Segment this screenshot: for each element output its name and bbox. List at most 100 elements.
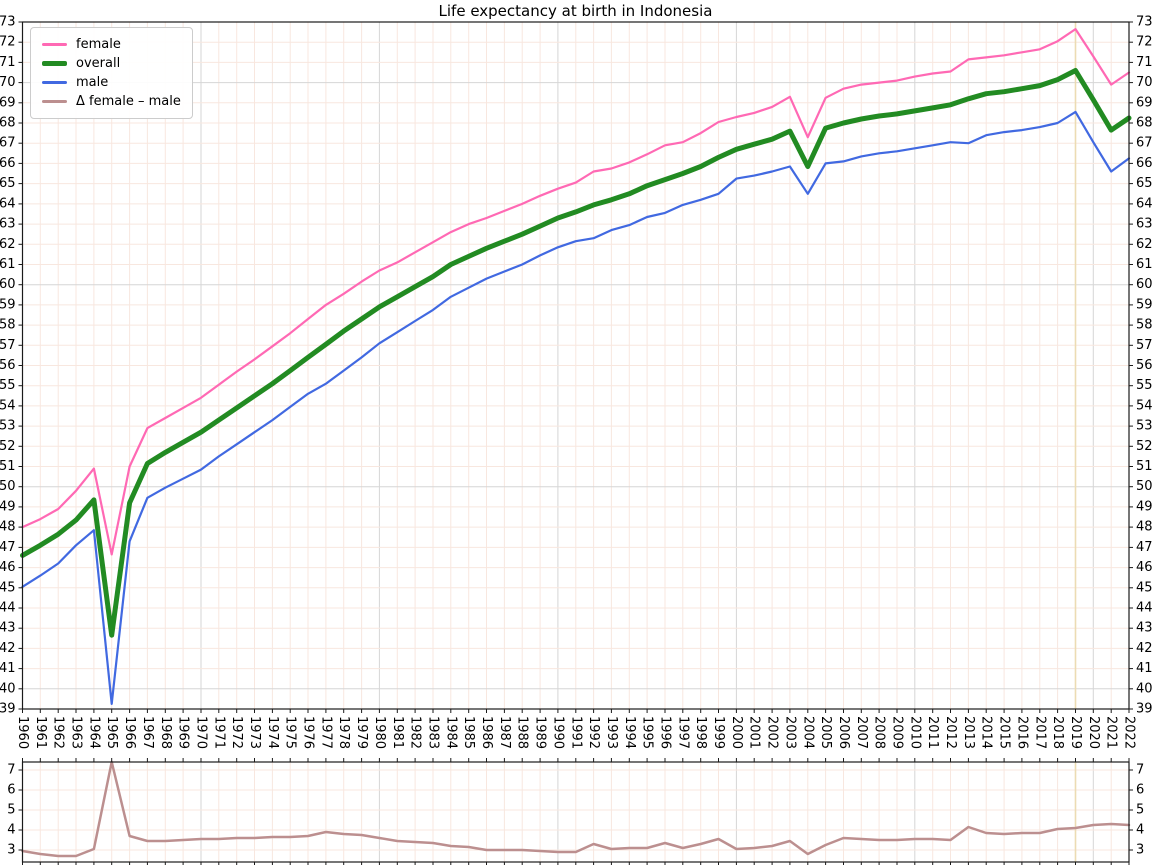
axis-ticks [18, 21, 1133, 865]
y-tick-label-right: 46 [1136, 560, 1153, 575]
y-tick-label-left: 41 [0, 661, 16, 676]
y-tick-label-right: 49 [1136, 499, 1153, 514]
x-tick-label: 2005 [818, 716, 833, 749]
delta-y-tick-label-right: 5 [1136, 803, 1144, 818]
x-tick-label: 1980 [372, 716, 387, 749]
female-line [21, 28, 1131, 556]
y-tick-label-right: 57 [1136, 338, 1153, 353]
y-tick-label-right: 73 [1136, 15, 1153, 30]
x-tick-label: 1983 [425, 716, 440, 749]
male-line [21, 110, 1131, 706]
x-tick-label: 1977 [318, 716, 333, 749]
y-tick-label-left: 45 [0, 580, 16, 595]
legend: female overall male Δ female – male [30, 27, 193, 119]
x-tick-label: 2000 [729, 716, 744, 749]
x-tick-label: 1974 [265, 716, 280, 749]
delta-y-tick-label-right: 6 [1136, 783, 1144, 798]
x-tick-label: 2007 [854, 716, 869, 749]
x-tick-label: 1989 [533, 716, 548, 749]
delta-female-male-line [21, 760, 1131, 858]
y-tick-label-left: 40 [0, 681, 16, 696]
y-tick-label-right: 65 [1136, 176, 1153, 191]
y-tick-label-left: 54 [0, 398, 16, 413]
y-tick-label-right: 40 [1136, 681, 1153, 696]
x-tick-label: 2011 [925, 716, 940, 749]
y-tick-label-right: 48 [1136, 520, 1153, 535]
y-tick-label-right: 47 [1136, 540, 1153, 555]
x-tick-label: 1963 [69, 716, 84, 749]
data-series [20, 28, 1132, 706]
legend-item: overall [42, 54, 181, 73]
gridlines [22, 21, 1130, 710]
y-tick-label-right: 68 [1136, 116, 1153, 131]
female-swatch [42, 43, 67, 46]
y-tick-label-left: 47 [0, 540, 16, 555]
y-tick-label-right: 59 [1136, 297, 1153, 312]
x-tick-label: 1967 [140, 716, 155, 749]
overall-line [20, 68, 1132, 638]
delta-y-tick-label-right: 7 [1136, 763, 1144, 778]
delta-y-tick-label-left: 5 [7, 803, 15, 818]
x-tick-label: 2006 [836, 716, 851, 749]
delta-y-tick-label-left: 6 [7, 783, 15, 798]
x-tick-label: 2013 [961, 716, 976, 749]
data-series [21, 760, 1131, 858]
y-tick-label-right: 70 [1136, 75, 1153, 90]
y-tick-label-right: 39 [1136, 702, 1153, 717]
y-tick-label-left: 65 [0, 176, 16, 191]
y-tick-label-right: 60 [1136, 277, 1153, 292]
x-tick-label: 1981 [390, 716, 405, 749]
legend-item: Δ female – male [42, 92, 181, 111]
y-tick-label-right: 58 [1136, 318, 1153, 333]
x-tick-label: 1985 [461, 716, 476, 749]
x-tick-label: 1992 [586, 716, 601, 749]
x-tick-label: 1990 [550, 716, 565, 749]
y-tick-label-right: 52 [1136, 439, 1153, 454]
x-tick-label: 1971 [211, 716, 226, 749]
y-tick-label-left: 70 [0, 75, 16, 90]
y-tick-label-left: 55 [0, 378, 16, 393]
delta-y-tick-label-left: 4 [7, 823, 15, 838]
y-tick-label-left: 44 [0, 600, 16, 615]
legend-label: male [76, 75, 109, 90]
y-tick-label-right: 66 [1136, 156, 1153, 171]
x-tick-label: 1962 [51, 716, 66, 749]
legend-label: Δ female – male [76, 94, 181, 109]
y-tick-label-left: 42 [0, 641, 16, 656]
x-tick-label: 2012 [943, 716, 958, 749]
x-tick-label: 1979 [354, 716, 369, 749]
x-tick-label: 1998 [693, 716, 708, 749]
legend-label: overall [76, 56, 121, 71]
y-tick-label-left: 57 [0, 338, 16, 353]
y-tick-label-left: 56 [0, 358, 16, 373]
y-tick-label-right: 56 [1136, 358, 1153, 373]
y-tick-label-left: 62 [0, 237, 16, 252]
y-tick-label-left: 51 [0, 459, 16, 474]
legend-item: female [42, 35, 181, 54]
y-tick-label-right: 44 [1136, 600, 1153, 615]
y-tick-label-right: 54 [1136, 398, 1153, 413]
x-tick-label: 1993 [604, 716, 619, 749]
y-tick-label-right: 71 [1136, 55, 1153, 70]
x-tick-label: 1991 [568, 716, 583, 749]
x-tick-label: 2017 [1032, 716, 1047, 749]
x-tick-label: 1987 [497, 716, 512, 749]
x-tick-label: 2004 [800, 716, 815, 749]
y-tick-label-right: 64 [1136, 196, 1153, 211]
y-tick-label-right: 50 [1136, 479, 1153, 494]
x-tick-label: 1966 [122, 716, 137, 749]
x-tick-label: 2019 [1068, 716, 1083, 749]
x-tick-label: 1978 [336, 716, 351, 749]
y-tick-label-right: 63 [1136, 217, 1153, 232]
chart-title: Life expectancy at birth in Indonesia [438, 2, 713, 20]
x-tick-label: 2014 [979, 716, 994, 749]
y-tick-label-left: 67 [0, 136, 16, 151]
x-tick-label: 1970 [193, 716, 208, 749]
y-tick-label-left: 73 [0, 15, 16, 30]
y-tick-label-left: 69 [0, 95, 16, 110]
overall-swatch [42, 61, 67, 66]
y-tick-label-right: 43 [1136, 621, 1153, 636]
y-tick-label-left: 48 [0, 520, 16, 535]
delta-y-tick-label-right: 4 [1136, 823, 1144, 838]
x-tick-label: 2010 [907, 716, 922, 749]
